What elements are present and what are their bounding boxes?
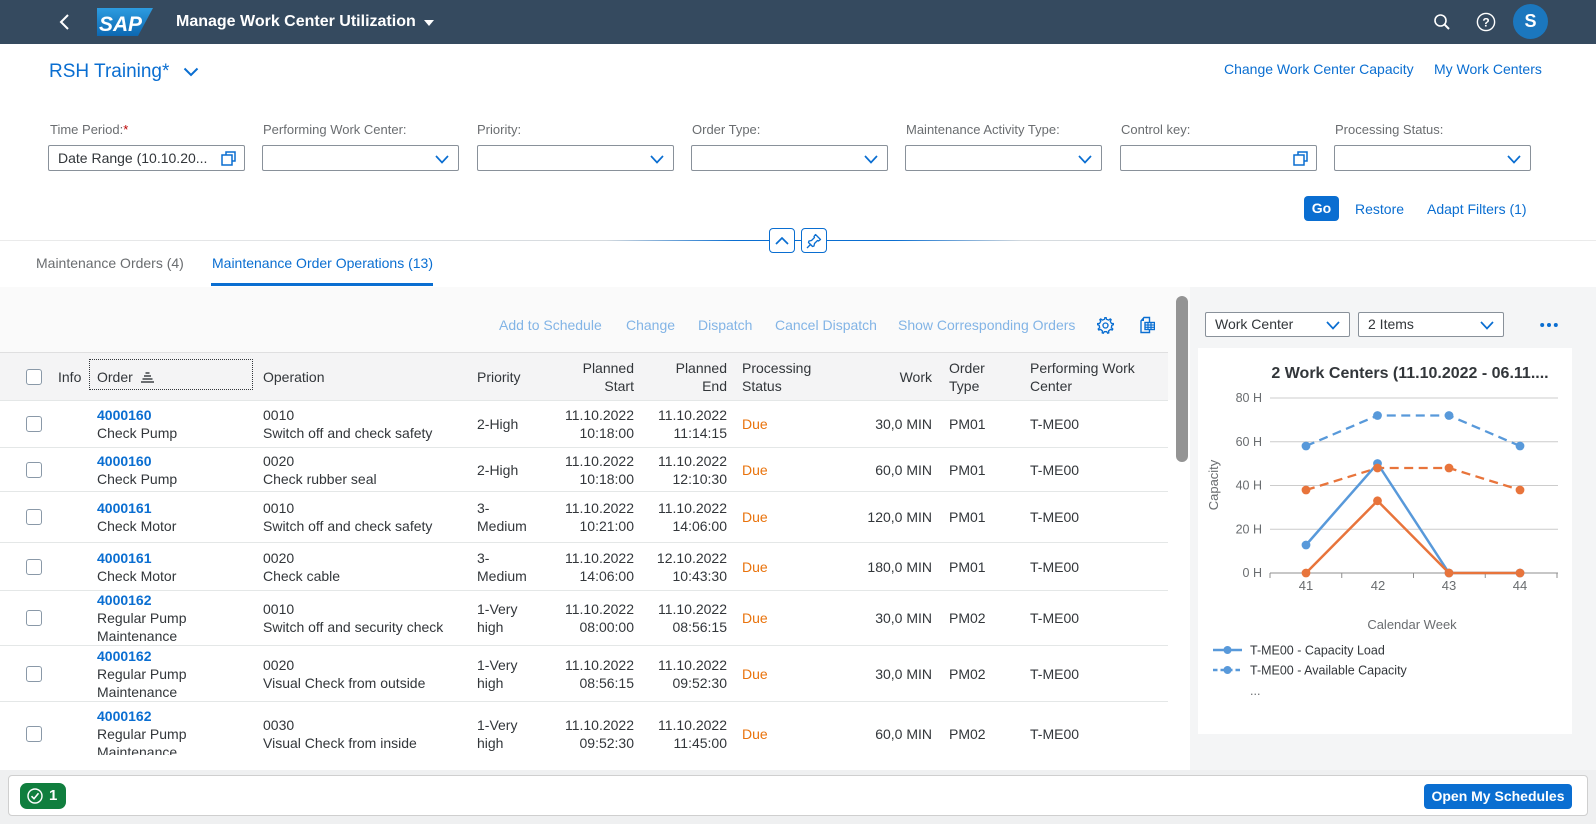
svg-text:T-ME00 - Available Capacity: T-ME00 - Available Capacity — [1250, 664, 1408, 678]
svg-text:0 H: 0 H — [1243, 566, 1262, 580]
svg-text:60 H: 60 H — [1236, 435, 1262, 449]
svg-text:80 H: 80 H — [1236, 391, 1262, 405]
svg-text:42: 42 — [1371, 578, 1385, 593]
svg-text:...: ... — [1250, 684, 1260, 698]
svg-text:Capacity: Capacity — [1206, 459, 1221, 510]
svg-text:SAP: SAP — [99, 13, 143, 36]
svg-text:2 Work Centers (11.10.2022 - 0: 2 Work Centers (11.10.2022 - 06.11.... — [1271, 365, 1548, 382]
svg-text:T-ME00 - Capacity Load: T-ME00 - Capacity Load — [1250, 644, 1385, 658]
svg-text:20 H: 20 H — [1236, 522, 1262, 536]
svg-text:40 H: 40 H — [1236, 479, 1262, 493]
svg-text:43: 43 — [1442, 578, 1456, 593]
svg-text:41: 41 — [1299, 578, 1313, 593]
svg-text:Calendar Week: Calendar Week — [1367, 617, 1457, 632]
svg-text:?: ? — [1482, 15, 1489, 29]
svg-text:44: 44 — [1513, 578, 1527, 593]
